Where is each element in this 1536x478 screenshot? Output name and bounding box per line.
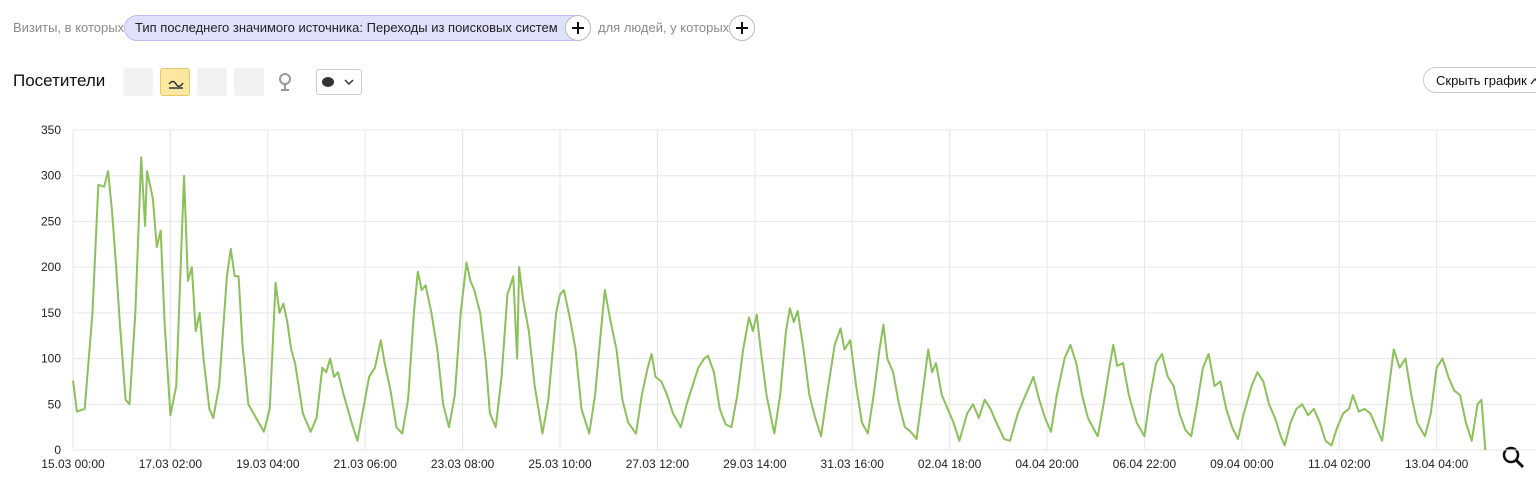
y-tick-label: 300: [41, 169, 61, 183]
map-icon[interactable]: [276, 72, 294, 92]
x-tick-label: 04.04 20:00: [1015, 457, 1079, 471]
pie-icon[interactable]: [123, 68, 153, 96]
hide-chart-button[interactable]: Скрыть график: [1423, 67, 1536, 93]
section-title: Посетители: [13, 71, 106, 90]
x-tick-label: 21.03 06:00: [334, 457, 398, 471]
add-filter[interactable]: [565, 15, 591, 41]
x-tick-label: 27.03 12:00: [626, 457, 690, 471]
x-tick-label: 31.03 16:00: [821, 457, 885, 471]
x-tick-label: 09.04 00:00: [1210, 457, 1274, 471]
x-tick-label: 29.03 14:00: [723, 457, 787, 471]
chart: 0 50 100 150 200 250 300 350 15.03 00:00 17.03 02…: [41, 123, 1536, 471]
x-tick-label: 19.03 04:00: [236, 457, 300, 471]
y-tick-label: 150: [41, 306, 61, 320]
area-icon[interactable]: [197, 68, 227, 96]
y-tick-label: 200: [41, 260, 61, 274]
y-tick-label: 250: [41, 214, 61, 228]
series-line: [72, 156, 1487, 451]
x-tick-label: 15.03 00:00: [41, 457, 105, 471]
line-icon[interactable]: [160, 68, 190, 96]
zoom-icon[interactable]: [1502, 446, 1525, 469]
x-tick-label: 23.03 08:00: [431, 457, 495, 471]
filter-prefix: Визиты, в которых: [13, 20, 125, 35]
chip-text: Тип последнего значимого источника: Пере…: [135, 20, 558, 35]
x-tick-label: 02.04 18:00: [918, 457, 982, 471]
filter-chip[interactable]: Тип последнего значимого источника: Пере…: [124, 15, 585, 41]
x-tick-label: 25.03 10:00: [528, 457, 592, 471]
bar-icon[interactable]: [234, 68, 264, 96]
y-tick-label: 50: [48, 397, 62, 411]
y-tick-label: 350: [41, 123, 61, 137]
hide-chart-text: Скрыть график: [1436, 73, 1527, 88]
x-tick-label: 06.04 22:00: [1113, 457, 1177, 471]
y-tick-label: 100: [41, 352, 61, 366]
x-tick-label: 17.03 02:00: [139, 457, 203, 471]
line-glyph: [168, 80, 184, 89]
add-people-filter[interactable]: [729, 15, 755, 41]
x-tick-label: 13.04 04:00: [1405, 457, 1469, 471]
filter-suffix: для людей, у которых: [598, 20, 730, 35]
comments-button[interactable]: [316, 69, 362, 95]
chevron: [1530, 77, 1536, 85]
y-tick-label: 0: [54, 443, 61, 457]
x-tick-label: 11.04 02:00: [1308, 457, 1371, 471]
comments-glyph: [322, 77, 354, 87]
